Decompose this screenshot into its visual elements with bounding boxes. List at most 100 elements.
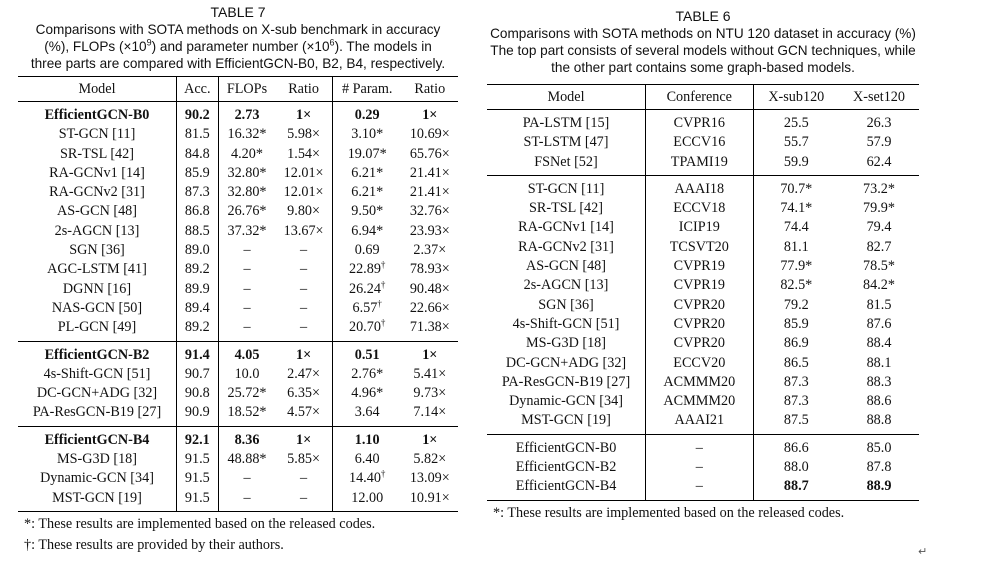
cell-param-ratio: 1× xyxy=(422,346,438,363)
cell-model: SR-TSL [42] xyxy=(60,145,134,162)
cell-conference: AAAI18 xyxy=(645,175,754,200)
cell-param: 19.07* xyxy=(331,144,402,164)
cell-conference: ECCV20 xyxy=(645,353,754,373)
table-7-header-row: Model Acc. FLOPs Ratio # Param. Ratio xyxy=(18,76,458,102)
cell-model: PA-ResGCN-B19 [27] xyxy=(32,404,162,421)
cell-xset120: 84.2* xyxy=(863,277,895,294)
table-row: RA-GCNv2 [31] TCSVT20 81.1 82.7 xyxy=(487,237,919,258)
cell-param-ratio: 21.41× xyxy=(409,184,450,201)
cell-conference: CVPR19 xyxy=(645,276,754,296)
cell-model: RA-GCNv1 [14] xyxy=(49,164,145,181)
cell-flops-ratio: 12.01× xyxy=(283,184,324,201)
cell-flops-ratio: – xyxy=(300,280,308,297)
cell-model: 2s-AGCN [13] xyxy=(54,222,140,239)
table-row: ST-GCN [11] AAAI18 70.7* 73.2* xyxy=(487,175,919,200)
cell-flops: – xyxy=(217,241,276,261)
cell-xset120: 26.3 xyxy=(866,115,892,131)
cell-acc: 87.3 xyxy=(176,183,219,203)
cell-flops-ratio: – xyxy=(300,299,308,316)
cell-xsub120: 74.1* xyxy=(752,199,839,219)
cell-xsub120: 81.1 xyxy=(752,237,839,258)
cell-flops: 8.36 xyxy=(217,426,276,451)
cell-param: 9.50* xyxy=(331,202,402,222)
cell-acc: 90.2 xyxy=(176,101,219,126)
cell-model: DC-GCN+ADG [32] xyxy=(505,354,627,371)
cell-model: SGN [36] xyxy=(69,242,125,259)
table-row: EfficientGCN-B2 91.4 4.05 1× 0.51 1× xyxy=(18,341,458,365)
cell-acc: 89.2 xyxy=(176,260,219,280)
cell-model: EfficientGCN-B4 xyxy=(515,478,617,495)
cell-xset120: 73.2* xyxy=(863,180,895,197)
cell-xsub120: 88.0 xyxy=(752,458,839,478)
table-7-group-2: EfficientGCN-B2 91.4 4.05 1× 0.51 1× 4s-Shift-… xyxy=(18,341,458,427)
cell-xsub120: 82.5* xyxy=(752,276,839,296)
header-conference: Conference xyxy=(645,84,754,110)
cell-xsub120: 77.9* xyxy=(752,257,839,277)
cell-xsub120: 87.5 xyxy=(752,411,839,435)
cell-xsub120: 85.9 xyxy=(752,314,839,335)
cell-flops-ratio: 1.54× xyxy=(287,145,321,162)
cell-flops-ratio: – xyxy=(300,470,308,487)
cell-flops: – xyxy=(217,318,276,342)
cell-flops: – xyxy=(217,488,276,512)
cell-param: 1.10 xyxy=(331,426,402,451)
table-row: Dynamic-GCN [34] ACMMM20 87.3 88.6 xyxy=(487,392,919,412)
cell-acc: 85.9 xyxy=(176,163,219,184)
cell-param-ratio: 5.41× xyxy=(413,365,447,382)
cell-model: AS-GCN [48] xyxy=(526,258,606,275)
cell-acc: 92.1 xyxy=(176,426,219,451)
cell-param: 3.10* xyxy=(331,125,402,145)
cell-xset120: 87.6 xyxy=(866,315,892,332)
cell-conference: CVPR20 xyxy=(645,314,754,335)
cell-model: EfficientGCN-B2 xyxy=(44,346,150,363)
cell-conference: ECCV18 xyxy=(645,199,754,219)
table-row: ST-LSTM [47] ECCV16 55.7 57.9 xyxy=(487,133,919,153)
cell-acc: 91.4 xyxy=(176,341,219,365)
cell-param-ratio: 65.76× xyxy=(409,145,450,162)
cell-xset120: 57.9 xyxy=(866,134,892,151)
table-row: 2s-AGCN [13] CVPR19 82.5* 84.2* xyxy=(487,276,919,296)
table-7-footnote-1: *: These results are implemented based o… xyxy=(24,515,376,532)
table-7-group-3: EfficientGCN-B4 92.1 8.36 1× 1.10 1× MS-G3D [1… xyxy=(18,426,458,512)
table-6-footnote-1: *: These results are implemented based o… xyxy=(493,504,845,521)
table-row: AS-GCN [48] 86.8 26.76* 9.80× 9.50* 32.76× xyxy=(18,202,458,222)
cell-model: ST-GCN [11] xyxy=(58,126,136,143)
cell-xsub120: 87.3 xyxy=(752,392,839,412)
cell-conference: ACMMM20 xyxy=(645,372,754,393)
cell-model: EfficientGCN-B4 xyxy=(44,431,150,448)
cell-flops-ratio: – xyxy=(300,489,308,506)
cell-xset120: 79.9* xyxy=(863,200,895,217)
cell-model: RA-GCNv2 [31] xyxy=(49,184,145,201)
cell-model: MS-G3D [18] xyxy=(57,451,137,468)
cell-conference: CVPR19 xyxy=(645,257,754,277)
cell-xsub120: 79.2 xyxy=(752,295,839,315)
cell-flops-ratio: 13.67× xyxy=(283,222,324,239)
cell-xset120: 88.3 xyxy=(866,373,892,390)
cell-param: 6.21* xyxy=(331,183,402,203)
cell-xset120: 85.0 xyxy=(866,439,892,456)
cell-model: ST-GCN [11] xyxy=(527,180,605,197)
cell-param: 12.00 xyxy=(331,488,402,512)
cell-model: MS-G3D [18] xyxy=(526,335,606,352)
table-row: SGN [36] CVPR20 79.2 81.5 xyxy=(487,295,919,315)
cell-param-ratio: 2.37× xyxy=(413,242,447,259)
cell-flops: 48.88* xyxy=(217,450,276,470)
cell-flops-ratio: 5.85× xyxy=(287,451,321,468)
table-row: PA-ResGCN-B19 [27] 90.9 18.52* 4.57× 3.64 7.1… xyxy=(18,403,458,427)
cell-flops: – xyxy=(217,279,276,299)
cell-model: PL-GCN [49] xyxy=(57,319,137,336)
cell-conference: ECCV16 xyxy=(645,133,754,153)
cell-flops: 16.32* xyxy=(217,125,276,145)
cell-conference: AAAI21 xyxy=(645,411,754,435)
cell-xsub120: 86.6 xyxy=(752,434,839,459)
cell-acc: 90.8 xyxy=(176,384,219,404)
dagger-mark: † xyxy=(380,278,386,289)
cell-model: MST-GCN [19] xyxy=(521,412,611,429)
cell-flops-ratio: – xyxy=(300,319,308,336)
table-row: EfficientGCN-B2 –88.0 87.8 xyxy=(487,458,919,478)
cell-model: SR-TSL [42] xyxy=(529,200,603,217)
cell-param-ratio: 9.73× xyxy=(413,385,447,402)
table-6-grid: Model Conference X-sub120 X-set120 PA-LS… xyxy=(487,84,919,501)
cell-model: RA-GCNv1 [14] xyxy=(518,219,614,236)
table-row: DGNN [16] 89.9– –26.24† 90.48× xyxy=(18,278,458,299)
